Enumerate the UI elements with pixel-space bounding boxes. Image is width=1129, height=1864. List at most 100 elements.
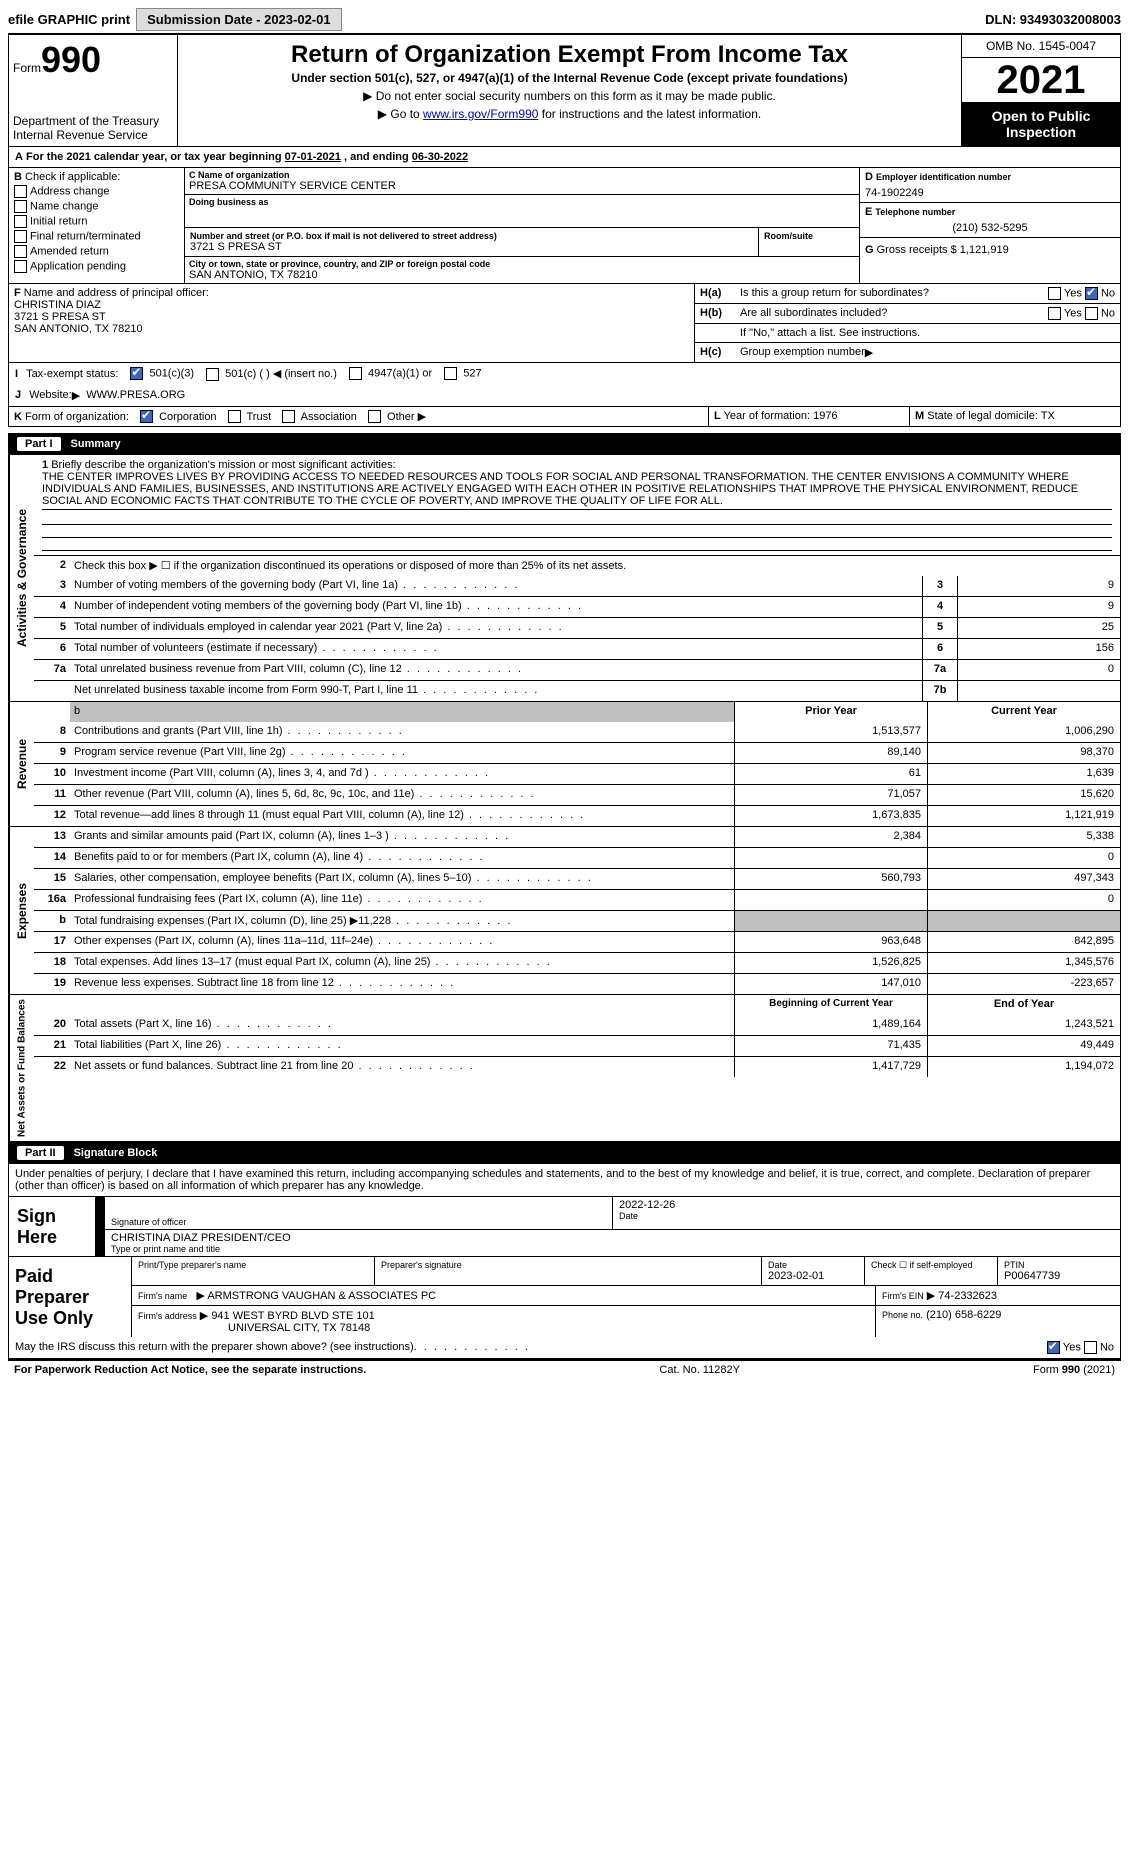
header-left: Form 990 Department of the Treasury Inte…	[9, 35, 178, 146]
cb-final-return[interactable]: Final return/terminated	[14, 230, 179, 243]
table-row: 6Total number of volunteers (estimate if…	[34, 638, 1120, 659]
line-2: Check this box ▶ ☐ if the organization d…	[70, 556, 1120, 576]
efile-label: efile GRAPHIC print	[8, 12, 130, 27]
ha-yesno[interactable]: Yes No	[1048, 287, 1115, 300]
cb-association[interactable]: Association	[282, 411, 357, 423]
hb-yesno[interactable]: Yes No	[1048, 307, 1115, 320]
section-f: F Name and address of principal officer:…	[9, 284, 695, 362]
table-row: Net unrelated business taxable income fr…	[34, 680, 1120, 701]
irs-link[interactable]: www.irs.gov/Form990	[423, 107, 538, 121]
governance-block: Activities & Governance 1 Briefly descri…	[8, 455, 1121, 702]
cb-name-change[interactable]: Name change	[14, 200, 179, 213]
cb-501c[interactable]: 501(c) ( ) ◀ (insert no.)	[206, 367, 337, 381]
cb-501c3[interactable]: 501(c)(3)	[130, 367, 194, 380]
strip-revenue: Revenue	[9, 702, 34, 826]
table-row: 17Other expenses (Part IX, column (A), l…	[34, 931, 1120, 952]
table-row: 8Contributions and grants (Part VIII, li…	[34, 722, 1120, 742]
cb-amended-return[interactable]: Amended return	[14, 245, 179, 258]
signature-section: Under penalties of perjury, I declare th…	[8, 1164, 1121, 1361]
firm-name: Firm's name ▶ ARMSTRONG VAUGHAN & ASSOCI…	[132, 1286, 876, 1305]
cb-self-employed[interactable]: Check ☐ if self-employed	[871, 1260, 991, 1271]
sign-here-label: Sign Here	[9, 1197, 97, 1256]
cb-527[interactable]: 527	[444, 367, 481, 380]
firm-ein: Firm's EIN ▶ 74-2332623	[876, 1286, 1120, 1305]
table-row: 16aProfessional fundraising fees (Part I…	[34, 889, 1120, 910]
section-h: H(a) Is this a group return for subordin…	[695, 284, 1120, 362]
table-row: 7aTotal unrelated business revenue from …	[34, 659, 1120, 680]
year-formation: 1976	[813, 410, 837, 422]
table-row: bTotal fundraising expenses (Part IX, co…	[34, 910, 1120, 931]
dln-label: DLN: 93493032008003	[985, 12, 1121, 27]
open-to-public: Open to Public Inspection	[962, 102, 1120, 146]
tax-year: 2021	[962, 58, 1120, 102]
telephone: (210) 532-5295	[865, 222, 1115, 234]
cb-other[interactable]: Other ▶	[368, 411, 426, 423]
table-row: 15Salaries, other compensation, employee…	[34, 868, 1120, 889]
table-row: 22Net assets or fund balances. Subtract …	[34, 1056, 1120, 1077]
cb-corporation[interactable]: Corporation	[140, 411, 217, 423]
header-right: OMB No. 1545-0047 2021 Open to Public In…	[962, 35, 1120, 146]
note-link: ▶ Go to www.irs.gov/Form990 for instruct…	[186, 107, 953, 121]
table-row: 21Total liabilities (Part X, line 26)71,…	[34, 1035, 1120, 1056]
form-number: Form 990	[13, 39, 173, 81]
officer-name: CHRISTINA DIAZ	[14, 299, 689, 311]
table-row: 18Total expenses. Add lines 13–17 (must …	[34, 952, 1120, 973]
form-title: Return of Organization Exempt From Incom…	[186, 41, 953, 69]
part-ii-header: Part IISignature Block	[8, 1142, 1121, 1164]
signature-date: 2022-12-26 Date	[613, 1197, 1120, 1229]
org-name: PRESA COMMUNITY SERVICE CENTER	[189, 180, 855, 192]
line-a-period: A For the 2021 calendar year, or tax yea…	[8, 147, 1121, 168]
discuss-yesno[interactable]: Yes No	[1047, 1341, 1114, 1354]
omb-number: OMB No. 1545-0047	[962, 35, 1120, 58]
room-suite: Room/suite	[759, 228, 859, 256]
table-row: 11Other revenue (Part VIII, column (A), …	[34, 784, 1120, 805]
table-row: 14Benefits paid to or for members (Part …	[34, 847, 1120, 868]
section-c: C Name of organization PRESA COMMUNITY S…	[185, 168, 860, 283]
paid-preparer-label: Paid Preparer Use Only	[9, 1257, 131, 1337]
top-bar: efile GRAPHIC print Submission Date - 20…	[8, 8, 1121, 35]
strip-governance: Activities & Governance	[9, 455, 34, 701]
officer-signature[interactable]: Signature of officer	[105, 1197, 613, 1229]
cb-trust[interactable]: Trust	[228, 411, 272, 423]
department-label: Department of the Treasury Internal Reve…	[13, 114, 173, 142]
line-j-website: JWebsite: ▶ WWW.PRESA.ORG	[8, 385, 1121, 407]
website: WWW.PRESA.ORG	[86, 389, 185, 401]
form-header: Form 990 Department of the Treasury Inte…	[8, 35, 1121, 147]
mission-text: THE CENTER IMPROVES LIVES BY PROVIDING A…	[42, 471, 1112, 510]
street: 3721 S PRESA ST	[190, 241, 753, 253]
table-row: 19Revenue less expenses. Subtract line 1…	[34, 973, 1120, 994]
part-i-header: Part ISummary	[8, 433, 1121, 455]
firm-address: Firm's address ▶ 941 WEST BYRD BLVD STE …	[132, 1306, 876, 1337]
table-row: 9Program service revenue (Part VIII, lin…	[34, 742, 1120, 763]
table-row: 13Grants and similar amounts paid (Part …	[34, 827, 1120, 847]
table-row: 20Total assets (Part X, line 16)1,489,16…	[34, 1015, 1120, 1035]
line-i-tax-status: ITax-exempt status: 501(c)(3) 501(c) ( )…	[8, 363, 1121, 385]
table-row: 5Total number of individuals employed in…	[34, 617, 1120, 638]
form-subtitle: Under section 501(c), 527, or 4947(a)(1)…	[186, 71, 953, 85]
section-fh: F Name and address of principal officer:…	[8, 284, 1121, 363]
section-bcd: B Check if applicable: Address change Na…	[8, 168, 1121, 284]
cb-address-change[interactable]: Address change	[14, 185, 179, 198]
gross-receipts: 1,121,919	[960, 244, 1009, 256]
expenses-block: Expenses 13Grants and similar amounts pa…	[8, 827, 1121, 995]
city-state-zip: SAN ANTONIO, TX 78210	[189, 269, 855, 281]
ptin: P00647739	[1004, 1270, 1114, 1282]
note-ssn: ▶ Do not enter social security numbers o…	[186, 89, 953, 103]
footer: For Paperwork Reduction Act Notice, see …	[8, 1361, 1121, 1379]
submission-date-button[interactable]: Submission Date - 2023-02-01	[136, 8, 342, 31]
header-mid: Return of Organization Exempt From Incom…	[178, 35, 962, 146]
penalty-text: Under penalties of perjury, I declare th…	[9, 1164, 1120, 1196]
strip-netassets: Net Assets or Fund Balances	[9, 995, 34, 1141]
cb-application-pending[interactable]: Application pending	[14, 260, 179, 273]
line-1-mission: 1 Briefly describe the organization's mi…	[34, 455, 1120, 555]
table-row: 3Number of voting members of the governi…	[34, 576, 1120, 596]
line-klm: K Form of organization: Corporation Trus…	[8, 407, 1121, 428]
discuss-row: May the IRS discuss this return with the…	[9, 1337, 1120, 1360]
cb-initial-return[interactable]: Initial return	[14, 215, 179, 228]
cb-4947[interactable]: 4947(a)(1) or	[349, 367, 432, 380]
strip-expenses: Expenses	[9, 827, 34, 994]
table-row: 4Number of independent voting members of…	[34, 596, 1120, 617]
firm-phone: Phone no. (210) 658-6229	[876, 1306, 1120, 1337]
section-deg: D Employer identification number 74-1902…	[860, 168, 1120, 283]
section-b: B Check if applicable: Address change Na…	[9, 168, 185, 283]
